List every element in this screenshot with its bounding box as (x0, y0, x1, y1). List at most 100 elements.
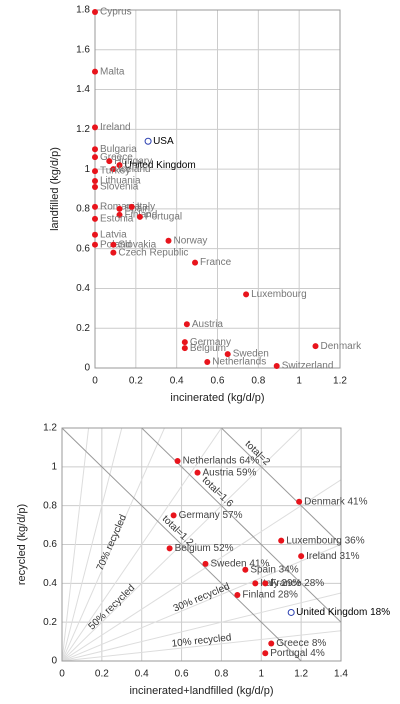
reference-lines (62, 428, 341, 661)
point (92, 8, 98, 15)
point (268, 640, 275, 647)
y-axis-title: landfilled (kg/d/p) (49, 147, 61, 231)
recycled-label: 30% recycled (172, 581, 232, 614)
point (144, 137, 152, 145)
point (192, 259, 199, 266)
x-tick-label: 1.2 (333, 376, 347, 387)
y-tick-label: 1 (84, 164, 90, 175)
y-tick-label: 1.4 (76, 84, 90, 95)
point-label: Austria 59% (203, 467, 257, 478)
point-label: Luxembourg (251, 289, 307, 300)
point-label: Spain 34% (250, 564, 298, 575)
point-label: Iceland (118, 164, 150, 175)
point (252, 580, 259, 587)
y-axis-title: recycled (kg/d/p) (16, 504, 28, 585)
point-label: Sweden 41% (210, 559, 269, 570)
point (262, 650, 269, 657)
point (136, 213, 143, 220)
point (92, 241, 98, 248)
point-label: Ireland (100, 122, 131, 133)
y-tick-label: 1.8 (76, 5, 90, 16)
y-tick-label: 1.2 (76, 124, 90, 135)
plot-frame (61, 427, 342, 662)
point (92, 178, 98, 185)
x-tick-label: 0.2 (129, 376, 143, 387)
point-label: Netherlands (212, 357, 266, 368)
x-tick-label: 1.2 (294, 669, 308, 680)
point (312, 343, 319, 350)
point-label: Spain (125, 204, 151, 215)
point (92, 124, 98, 131)
point-label: Germany (190, 337, 231, 348)
total-label: total=1.6 (200, 475, 236, 510)
point-label: Belgium 52% (175, 543, 234, 554)
point-label: Netherlands 64% (183, 456, 260, 467)
point (92, 203, 98, 210)
recycled-ray (62, 428, 223, 661)
x-tick-label: 0 (92, 376, 98, 387)
recycled-label: 70% recycled (95, 513, 129, 572)
x-tick-label: 0.6 (175, 669, 189, 680)
point-label: Czech Republic (118, 247, 188, 258)
x-tick-label: 0.8 (251, 376, 265, 387)
x-tick-label: 1 (259, 669, 265, 680)
point-label: Italy (137, 202, 155, 213)
point (224, 351, 231, 358)
y-tick-label: 1.2 (43, 423, 57, 434)
point-label: Denmark 41% (304, 496, 367, 507)
y-tick-label: 0 (51, 656, 57, 667)
point (273, 363, 280, 370)
y-tick-label: 0.4 (43, 578, 57, 589)
total-line (140, 428, 341, 623)
point (181, 345, 188, 352)
point (243, 291, 250, 298)
point-label: Bulgaria (100, 144, 137, 155)
point (116, 205, 123, 212)
point-label: USA (153, 136, 174, 147)
point-label: Lithuania (100, 176, 141, 187)
point-label: Hungary (114, 156, 152, 167)
point-label: Luxembourg 36% (286, 535, 364, 546)
point-label: Italy 29% (260, 578, 301, 589)
y-tick-label: 0.2 (43, 617, 57, 628)
x-tick-label: 1.4 (334, 669, 348, 680)
point-label: Turkey (100, 166, 130, 177)
recycled-ray (62, 544, 341, 661)
x-axis-title: incinerated+landfilled (kg/d/p) (129, 685, 273, 697)
point-label: Slovenia (100, 182, 139, 193)
y-tick-label: 0.4 (76, 283, 90, 294)
point-label: Austria (192, 319, 224, 330)
point (92, 215, 98, 222)
point (116, 211, 123, 218)
recycled-label: 50% recycled (87, 583, 138, 633)
point-label: Estonia (100, 213, 134, 224)
x-tick-label: 0.4 (170, 376, 184, 387)
point (92, 154, 98, 161)
point (116, 162, 123, 169)
point (234, 591, 241, 598)
point-label: United Kingdom 18% (296, 607, 390, 618)
point (92, 184, 98, 191)
point (170, 512, 177, 519)
y-tick-label: 0.6 (43, 539, 57, 550)
point (110, 249, 117, 256)
y-tick-label: 0.8 (43, 500, 57, 511)
y-tick-label: 0.6 (76, 243, 90, 254)
point (278, 537, 285, 544)
y-tick-label: 0 (84, 363, 90, 374)
recycled-ray (62, 428, 302, 661)
y-tick-label: 0.2 (76, 323, 90, 334)
recycled-label: 10% recycled (171, 632, 232, 649)
recycled-ray (62, 428, 166, 661)
point (174, 458, 181, 465)
point-label: Norway (174, 235, 208, 246)
point (242, 566, 249, 573)
point-label: Greece 8% (276, 638, 326, 649)
point (287, 608, 295, 616)
x-tick-label: 0.4 (135, 669, 149, 680)
point-label: France 28% (270, 578, 324, 589)
point (194, 469, 201, 476)
point-label: Denmark (321, 341, 363, 352)
x-tick-label: 1 (296, 376, 302, 387)
